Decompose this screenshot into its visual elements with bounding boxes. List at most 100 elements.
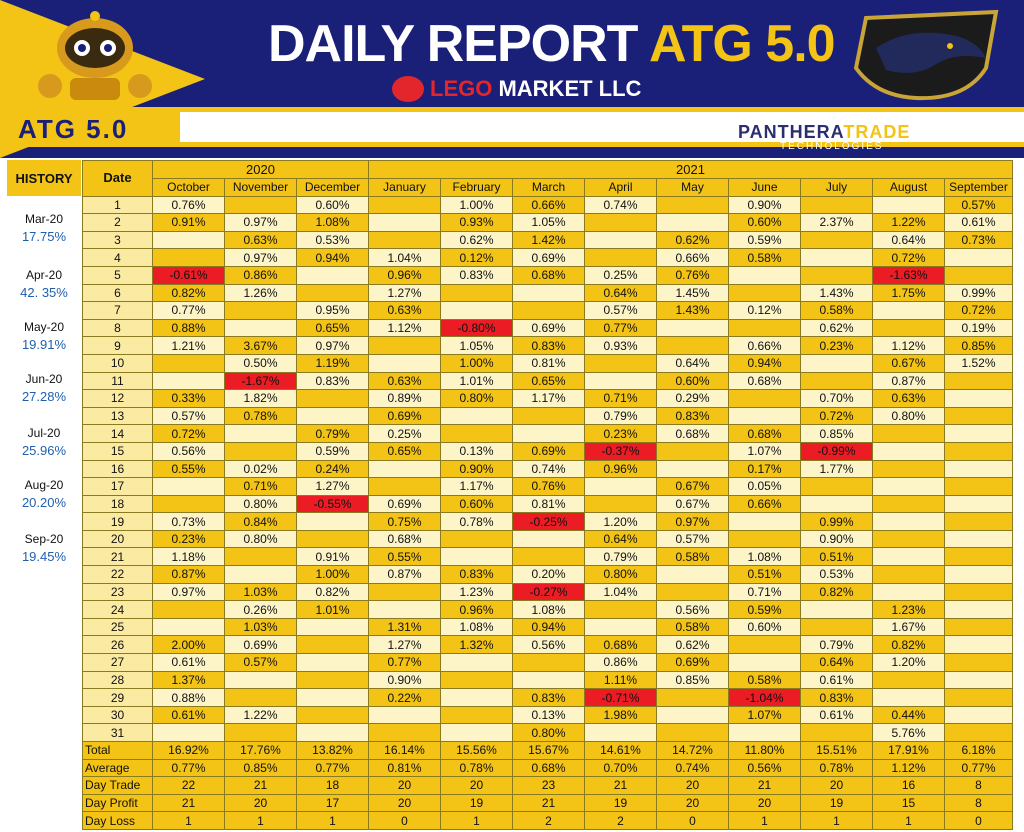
panthera-trade-subtitle: TECHNOLOGIES [780,141,884,152]
summary-row: Day Loss 1 1 1 0 1 2 2 0 1 1 1 0 [82,811,1013,830]
value-cell: 0.97% [224,248,297,267]
value-cell: 0.59% [296,441,369,461]
date-cell: 8 [82,318,153,338]
value-cell [872,494,945,514]
value-cell [800,195,873,215]
month-header: August [872,178,945,197]
summary-cell: 0.77% [944,758,1013,778]
value-cell [944,617,1013,637]
date-cell: 18 [82,494,153,514]
summary-cell: 21 [152,793,225,813]
value-cell: 0.69% [656,653,729,672]
value-cell: 0.57% [224,653,297,672]
value-cell: 0.64% [872,230,945,250]
value-cell: 0.66% [728,494,801,514]
summary-cell: 6.18% [944,741,1013,760]
value-cell [584,230,657,250]
value-cell [584,477,657,496]
value-cell: 2.37% [800,213,873,232]
value-cell [512,301,585,320]
month-header: October [152,178,225,197]
table-row: 29 0.88% 0.22% 0.83% -0.71% -1.04% 0.83% [82,688,1013,707]
value-cell: 0.72% [872,248,945,267]
value-cell: 0.58% [728,248,801,267]
summary-cell: 17.76% [224,741,297,760]
value-cell [512,406,585,426]
value-cell: 0.62% [656,635,729,655]
value-cell [872,670,945,690]
month-header: February [440,178,513,197]
value-cell: 0.84% [224,512,297,531]
value-cell: 1.17% [512,389,585,408]
value-cell: 0.96% [584,459,657,479]
value-cell [368,459,441,479]
value-cell: 0.58% [656,617,729,637]
value-cell: 0.44% [872,705,945,725]
value-cell [800,600,873,619]
summary-cell: 21 [584,776,657,795]
value-cell: 0.29% [656,389,729,408]
value-cell: 0.86% [224,265,297,285]
summary-cell: 1 [440,811,513,830]
table-row: 25 1.03% 1.31% 1.08% 0.94% 0.58% 0.60% 1.67% [82,617,1013,637]
table-row: 18 0.80% -0.55% 0.69% 0.60% 0.81% 0.67% 0.66% [82,494,1013,514]
summary-cell: 15.67% [512,741,585,760]
value-cell [296,265,369,285]
history-entry: Jul-20 25.96% [7,426,81,458]
date-cell: 7 [82,301,153,320]
value-cell: 0.87% [152,565,225,584]
month-header: April [584,178,657,197]
value-cell: 1.12% [368,318,441,338]
value-cell: 0.82% [800,582,873,602]
summary-cell: 1 [224,811,297,830]
value-cell: 0.88% [152,688,225,707]
summary-cell: 0.78% [800,758,873,778]
table-row: 12 0.33% 1.82% 0.89% 0.80% 1.17% 0.71% 0.29% 0.7… [82,389,1013,408]
value-cell [368,723,441,742]
summary-label: Total [82,741,153,760]
history-value: 27.28% [21,389,67,404]
value-cell [800,723,873,742]
date-cell: 10 [82,353,153,373]
history-month: Jul-20 [27,426,61,440]
value-cell [944,459,1013,479]
value-cell: 0.67% [872,353,945,373]
value-cell: 1.12% [872,336,945,355]
history-entry: Sep-20 19.45% [7,532,81,564]
value-cell: 0.61% [800,705,873,725]
value-cell: 0.72% [800,406,873,426]
value-cell [944,406,1013,426]
value-cell: 0.88% [152,318,225,338]
history-month: Jun-20 [25,372,63,386]
value-cell [224,565,297,584]
value-cell: 0.56% [152,441,225,461]
value-cell: 0.77% [368,653,441,672]
value-cell: 0.13% [440,441,513,461]
history-month: Aug-20 [24,478,64,492]
value-cell: 0.61% [944,213,1013,232]
value-cell: 0.20% [512,565,585,584]
value-cell: 0.25% [368,424,441,443]
value-cell [872,441,945,461]
value-cell: 0.12% [440,248,513,267]
value-cell [728,265,801,285]
date-cell: 25 [82,617,153,637]
table-row: 7 0.77% 0.95% 0.63% 0.57% 1.43% 0.12% 0.58% 0.72… [82,301,1013,320]
value-cell: 0.69% [368,406,441,426]
value-cell: 0.25% [584,265,657,285]
value-cell [656,565,729,584]
value-cell: 0.59% [728,230,801,250]
value-cell [800,353,873,373]
value-cell: 0.65% [512,371,585,391]
value-cell: 0.85% [800,424,873,443]
value-cell [944,547,1013,567]
value-cell: 0.80% [224,529,297,549]
value-cell: 2.00% [152,635,225,655]
value-cell: 0.79% [584,547,657,567]
value-cell [296,688,369,707]
value-cell [584,600,657,619]
value-cell [440,688,513,707]
value-cell: 0.97% [224,213,297,232]
value-cell [872,565,945,584]
summary-cell: 20 [800,776,873,795]
